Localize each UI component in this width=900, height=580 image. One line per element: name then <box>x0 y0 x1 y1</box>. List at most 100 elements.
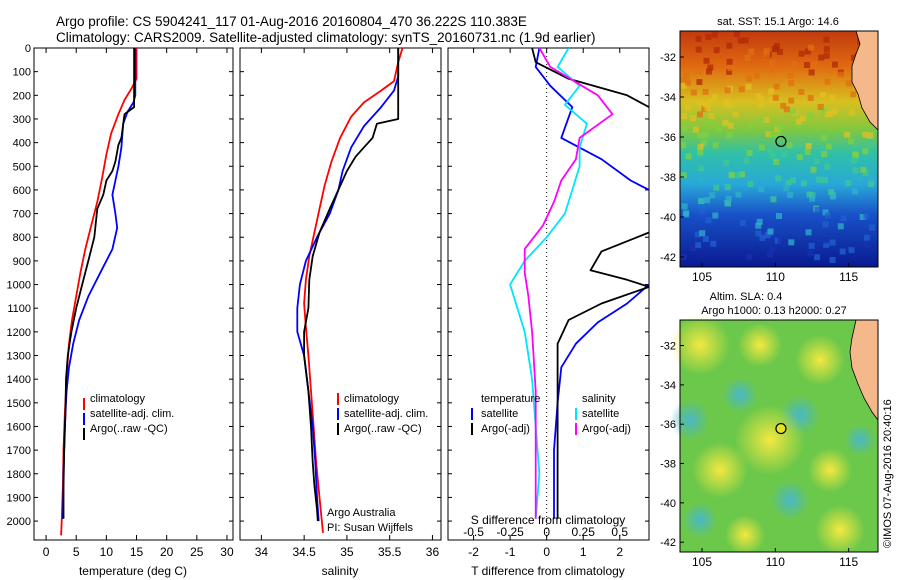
sst-pixel <box>745 83 752 90</box>
sst-map-panel: sat. SST: 15.1 Argo: 14.6 105 110 115 -32 -3… <box>660 16 879 284</box>
sst-pixel <box>863 213 870 220</box>
sst-pixel <box>824 163 831 170</box>
sst-pixel <box>704 197 711 204</box>
sst-pixel <box>805 143 812 149</box>
sst-pixel <box>807 112 814 119</box>
sst-pixel <box>862 148 869 155</box>
sla-anomaly-blob <box>670 400 710 440</box>
sst-pixel <box>817 103 824 110</box>
salinity-legend: climatology satellite-adj. clim. Argo(..… <box>337 393 428 435</box>
series-line-argo-raw-qc <box>303 48 400 522</box>
argo-float-location-marker-sla <box>775 422 787 435</box>
sst-pixel <box>697 133 704 139</box>
imos-timestamp: ©IMOS 07-Aug-2016 20:40:16 <box>882 399 894 548</box>
sst-pixel <box>697 111 703 118</box>
sst-pixel <box>768 88 775 95</box>
sst-pixel <box>868 175 875 182</box>
difference-axes-frame <box>447 47 650 541</box>
y-tick-label: 1700 <box>7 445 31 457</box>
sst-pixel <box>727 102 734 108</box>
legend-label-satellite: satellite-adj. clim. <box>344 408 428 420</box>
sst-pixel <box>763 48 770 55</box>
sst-pixel <box>703 57 710 64</box>
sst-map-frame <box>679 30 879 268</box>
y-tick-label: 0 <box>25 43 31 55</box>
sst-pixel <box>788 239 795 246</box>
map-y-tick-label: -34 <box>660 380 676 392</box>
salinity-panel: 34 34.5 35 35.5 36 salinity climatology sate… <box>239 47 442 578</box>
sst-pixel <box>700 140 707 146</box>
y-tick-label: 1200 <box>7 327 31 339</box>
sst-pixel <box>773 83 780 90</box>
sst-pixel <box>777 48 783 55</box>
sst-pixel <box>864 242 870 249</box>
x-tick-label: 25 <box>190 545 204 559</box>
salinity-xlabel: salinity <box>322 564 359 578</box>
sst-pixel <box>807 250 814 257</box>
sst-pixel <box>769 97 776 104</box>
sst-pixel <box>723 99 730 106</box>
sst-pixel <box>794 122 801 129</box>
sst-pixel <box>769 246 776 252</box>
sst-pixel <box>805 229 812 236</box>
sst-pixel <box>848 247 855 254</box>
sst-pixel <box>863 234 870 241</box>
sst-pixel <box>829 257 836 263</box>
x-tick-label: 0 <box>543 545 550 559</box>
sst-pixel <box>748 48 755 55</box>
sst-pixel <box>683 72 690 79</box>
sst-pixel <box>851 157 858 164</box>
sst-pixel <box>787 191 794 198</box>
sst-pixel <box>727 64 734 71</box>
sst-pixel <box>787 72 794 79</box>
sst-pixel <box>822 221 829 228</box>
sst-pixel <box>697 143 704 150</box>
y-tick-label: 2000 <box>7 516 31 528</box>
sla-anomaly-blob <box>815 505 865 555</box>
sst-pixel <box>816 176 823 183</box>
sst-pixel <box>845 180 852 187</box>
sla-map-axes: 105 110 115 -32 -34 -36 -38 -40 -42 <box>660 341 858 569</box>
sst-pixel <box>769 131 776 138</box>
sla-anomaly-blob <box>682 502 718 538</box>
x-tick-label: 10 <box>100 545 114 559</box>
sst-pixel <box>837 223 844 230</box>
sst-pixel <box>772 94 779 101</box>
sst-pixel <box>722 119 729 126</box>
sst-pixel <box>711 31 718 38</box>
sst-pixel <box>850 91 857 98</box>
map-y-tick-label: -34 <box>660 92 676 104</box>
sst-pixel <box>852 152 859 159</box>
difference-panel: -2 -1 0 1 2 T difference from climatology S … <box>447 47 650 578</box>
sst-pixel <box>867 132 874 139</box>
x-tick-label: -2 <box>468 545 479 559</box>
y-tick-label: 1800 <box>7 469 31 481</box>
sst-pixel <box>795 118 802 125</box>
sst-pixel <box>825 212 832 219</box>
salinity-axes-frame <box>239 47 442 541</box>
sla-anomaly-blob <box>808 448 852 492</box>
sst-pixel <box>756 218 763 225</box>
sst-pixel <box>681 203 688 210</box>
difference-top-xlabel: S difference from climatology <box>471 513 626 527</box>
sst-pixel <box>771 46 778 53</box>
x-tick-label: -1 <box>505 545 516 559</box>
sla-anomaly-blob <box>725 515 765 555</box>
sst-pixel <box>699 230 706 237</box>
sst-pixel <box>868 181 875 188</box>
sst-pixel <box>693 126 699 133</box>
sst-pixel <box>869 224 875 231</box>
sst-pixel <box>840 215 847 222</box>
sst-pixel <box>852 188 859 195</box>
sst-pixel <box>839 248 846 255</box>
legend-label-sal-argo: Argo(-adj) <box>582 423 631 435</box>
map-y-tick-label: -36 <box>660 419 676 431</box>
s-diff-tick-label: 0.5 <box>611 525 628 539</box>
legend-label-climatology: climatology <box>90 393 146 405</box>
map-y-tick-label: -32 <box>660 341 676 353</box>
sst-pixel <box>743 157 750 164</box>
sst-pixel <box>801 180 807 187</box>
sst-pixel <box>796 154 803 161</box>
sst-pixel <box>814 254 821 261</box>
sst-pixel <box>745 253 752 260</box>
